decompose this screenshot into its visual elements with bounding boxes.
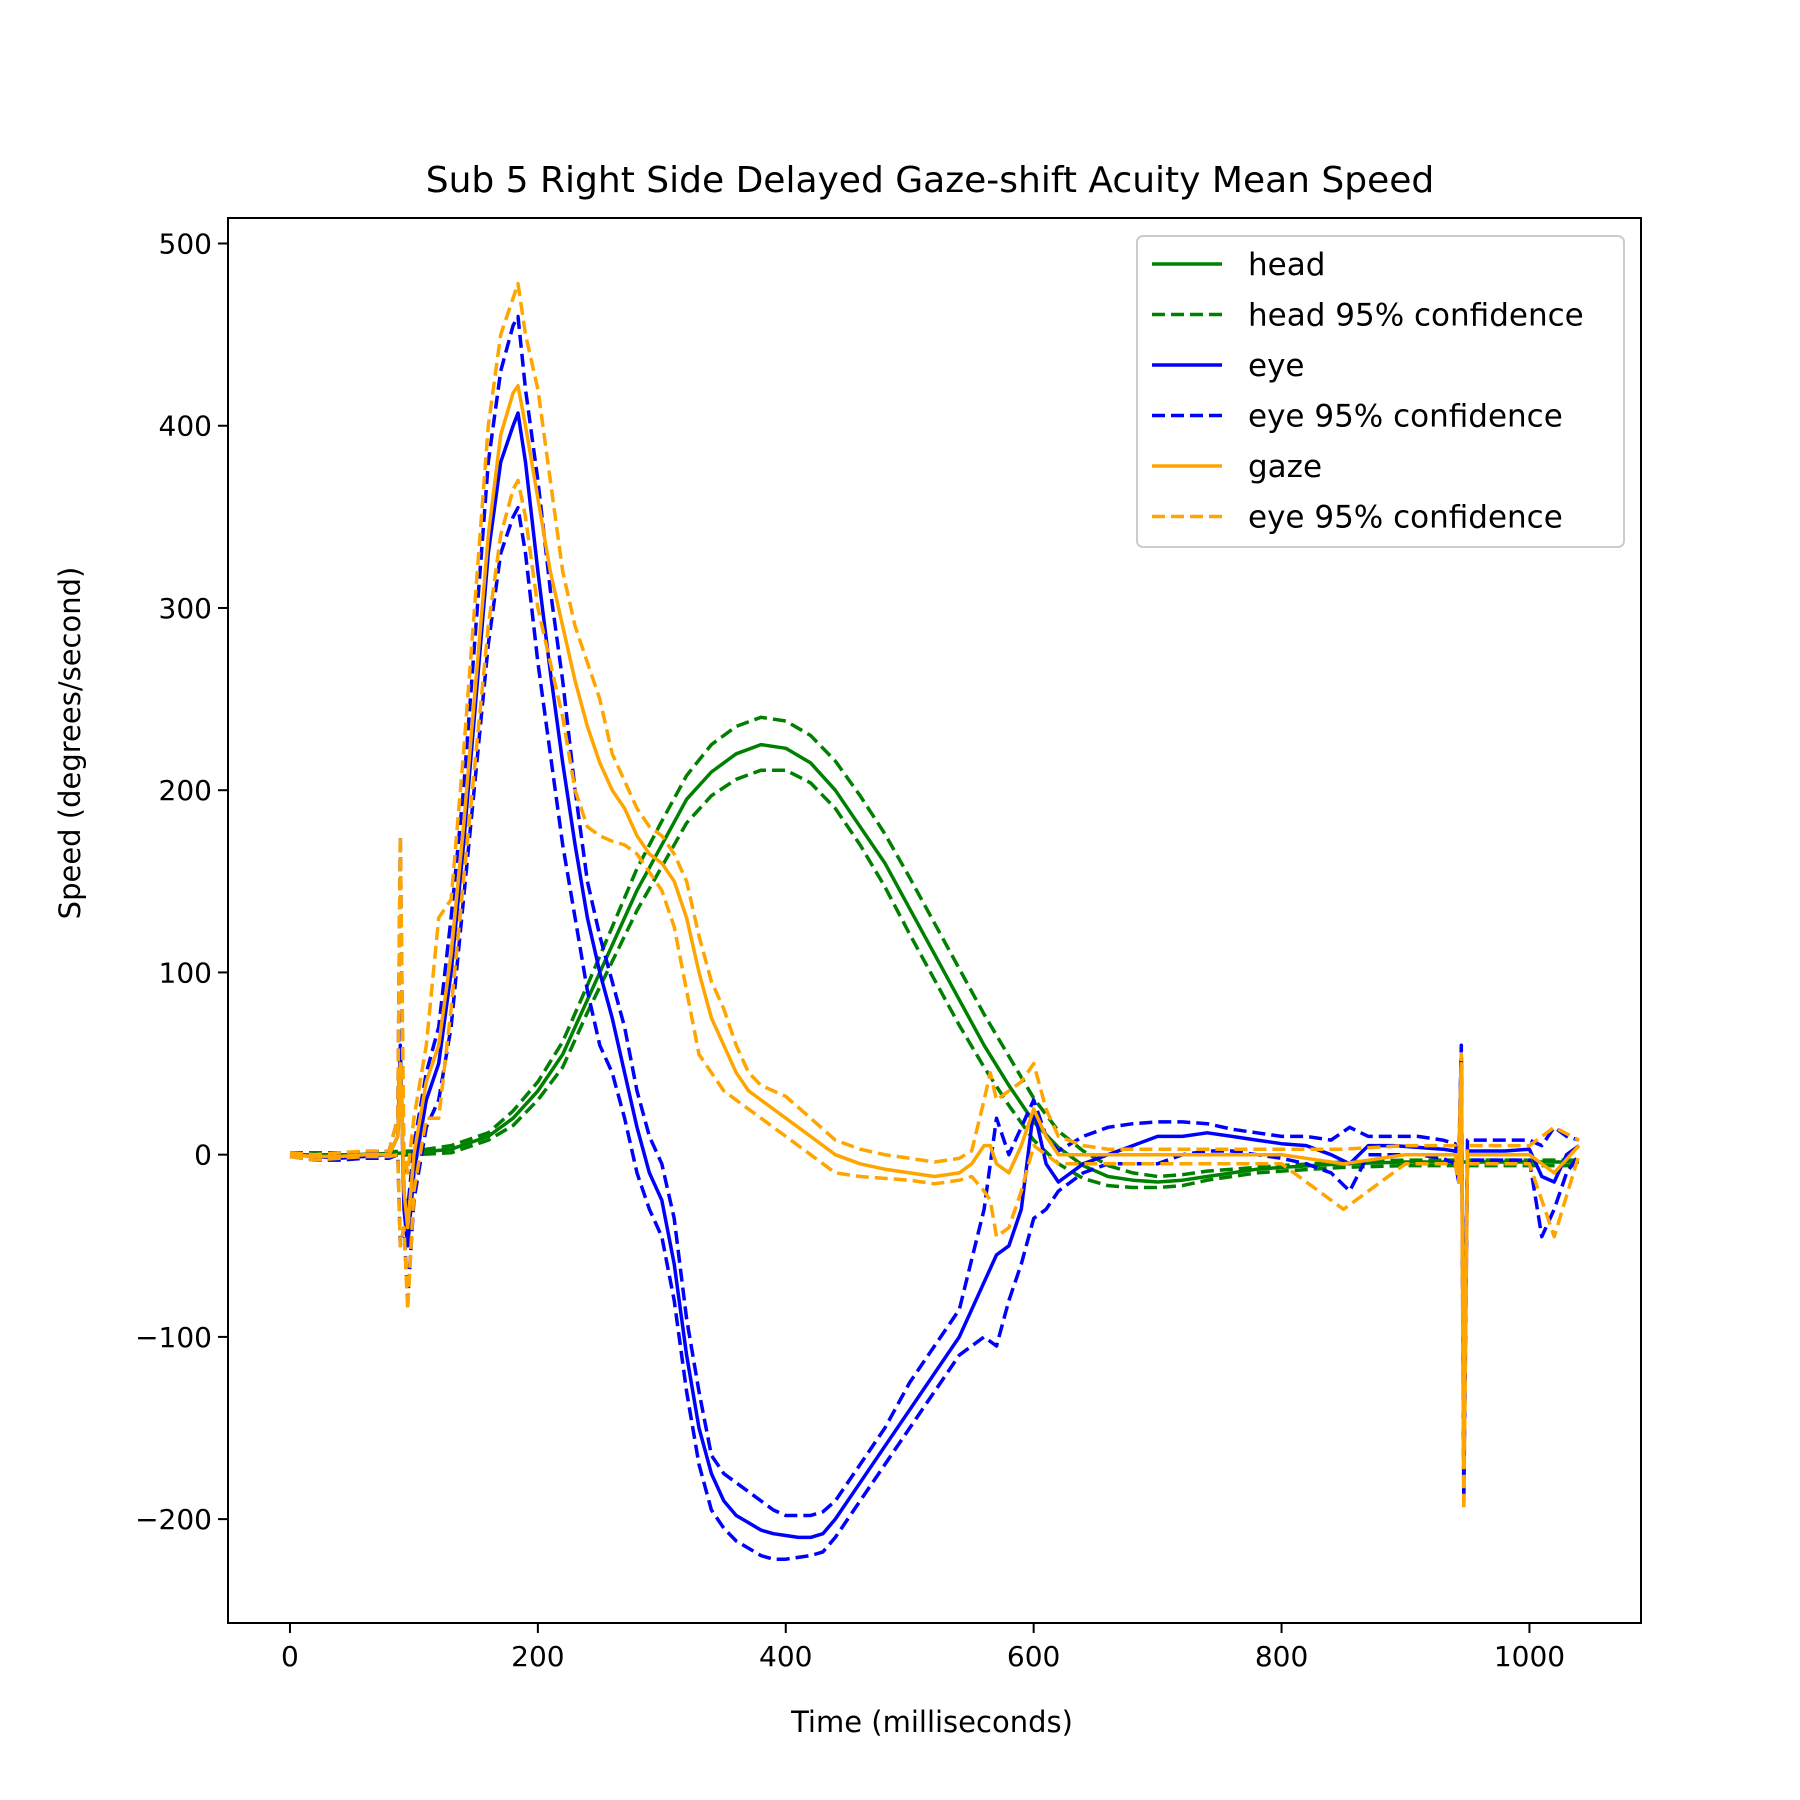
legend: head head 95% confidence eye eye 95% confid… bbox=[1136, 235, 1625, 548]
legend-label: eye 95% confidence bbox=[1248, 500, 1563, 536]
legend-label: eye 95% confidence bbox=[1248, 399, 1563, 435]
legend-items: head head 95% confidence eye eye 95% confid… bbox=[1152, 247, 1584, 536]
y-tick-label: −100 bbox=[135, 1321, 212, 1354]
series-line-2 bbox=[290, 768, 1579, 1190]
legend-label: head 95% confidence bbox=[1248, 298, 1584, 334]
chart-title: Sub 5 Right Side Delayed Gaze-shift Acui… bbox=[426, 160, 1435, 201]
y-tick-label: 300 bbox=[159, 592, 212, 625]
series-line-4 bbox=[289, 314, 1580, 1518]
legend-box bbox=[1136, 235, 1625, 548]
x-tick-label: 400 bbox=[759, 1640, 812, 1673]
x-axis-ticks: 0 200 400 600 800 1000 bbox=[281, 1623, 1565, 1673]
series-line-8 bbox=[289, 478, 1581, 1512]
y-tick-label: 100 bbox=[159, 956, 212, 989]
x-tick-label: 800 bbox=[1255, 1640, 1308, 1673]
plot-frame bbox=[227, 217, 1642, 1624]
x-axis-label: Time (milliseconds) bbox=[790, 1705, 1073, 1739]
y-tick-label: −200 bbox=[135, 1503, 212, 1536]
legend-label: gaze bbox=[1248, 449, 1322, 485]
y-tick-label: 0 bbox=[194, 1139, 212, 1172]
series-line-6 bbox=[289, 383, 1581, 1467]
series-layer bbox=[289, 281, 1581, 1561]
x-tick-label: 200 bbox=[511, 1640, 564, 1673]
x-tick-label: 0 bbox=[281, 1640, 299, 1673]
y-tick-label: 400 bbox=[159, 410, 212, 443]
y-axis-label: Speed (degrees/second) bbox=[53, 567, 87, 920]
x-tick-label: 600 bbox=[1007, 1640, 1060, 1673]
y-tick-label: 500 bbox=[159, 228, 212, 261]
series-line-5 bbox=[289, 505, 1581, 1561]
series-line-0 bbox=[290, 742, 1579, 1184]
y-axis-ticks: 500 400 300 200 100 0 −100 −200 bbox=[135, 228, 228, 1536]
legend-label: head bbox=[1248, 247, 1325, 283]
legend-label: eye bbox=[1248, 348, 1305, 384]
series-line-7 bbox=[289, 281, 1580, 1430]
series-line-1 bbox=[290, 715, 1579, 1179]
y-tick-label: 200 bbox=[159, 774, 212, 807]
x-tick-label: 1000 bbox=[1494, 1640, 1565, 1673]
